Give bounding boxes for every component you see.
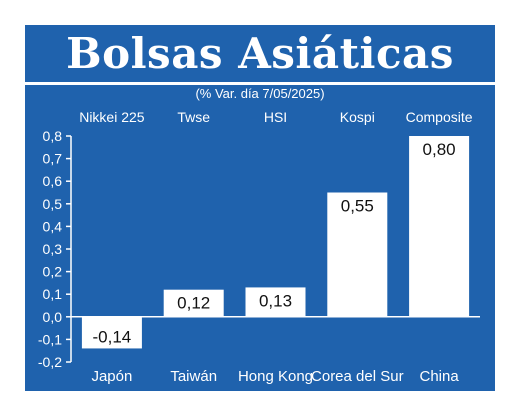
y-tick-label: 0,5 xyxy=(43,196,63,212)
x-tick-label: Taiwán xyxy=(170,368,217,385)
index-name-label: Nikkei 225 xyxy=(79,109,145,125)
y-tick-label: 0,0 xyxy=(43,309,63,325)
index-name-label: Kospi xyxy=(340,109,375,125)
y-tick-label: 0,2 xyxy=(43,264,63,280)
data-label: 0,55 xyxy=(341,197,374,216)
y-tick-label: 0,4 xyxy=(43,218,63,234)
data-label: 0,12 xyxy=(177,294,210,313)
x-tick-label: Corea del Sur xyxy=(311,368,404,385)
data-label: 0,80 xyxy=(423,140,456,159)
chart-subtitle: (% Var. día 7/05/2025) xyxy=(195,86,325,101)
y-tick-label: -0,1 xyxy=(38,331,62,347)
bar xyxy=(163,289,224,317)
y-tick-label: 0,1 xyxy=(43,286,63,302)
data-label: 0,13 xyxy=(259,291,292,310)
data-label: -0,14 xyxy=(93,327,132,346)
y-tick-label: -0,2 xyxy=(38,354,62,370)
bar xyxy=(81,316,142,349)
index-name-label: HSI xyxy=(264,109,287,125)
title-divider xyxy=(25,82,495,85)
index-name-label: Twse xyxy=(177,109,210,125)
y-tick-label: 0,6 xyxy=(43,173,63,189)
x-tick-label: Japón xyxy=(91,368,132,385)
y-tick-label: 0,8 xyxy=(43,128,63,144)
x-tick-label: China xyxy=(419,368,459,385)
y-tick-label: 0,3 xyxy=(43,241,63,257)
index-name-label: Composite xyxy=(406,109,473,125)
bar xyxy=(245,287,306,317)
bar xyxy=(409,136,470,317)
y-tick-label: 0,7 xyxy=(43,151,63,167)
x-tick-label: Hong Kong xyxy=(238,368,313,385)
chart-title: Bolsas Asiáticas xyxy=(66,29,454,78)
bar xyxy=(327,192,388,317)
